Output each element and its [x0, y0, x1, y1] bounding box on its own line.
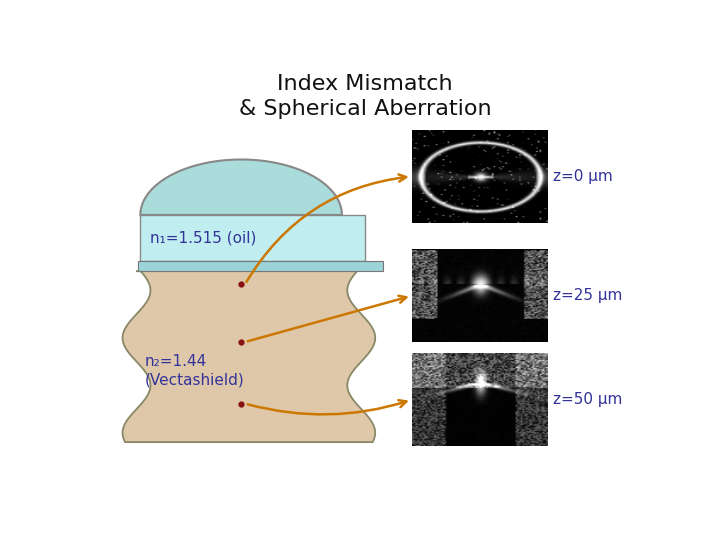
Bar: [140, 215, 365, 261]
Text: Index Mismatch
& Spherical Aberration: Index Mismatch & Spherical Aberration: [239, 74, 492, 119]
Text: n₁=1.515 (oil): n₁=1.515 (oil): [150, 231, 256, 246]
Polygon shape: [122, 271, 375, 442]
Bar: [138, 261, 383, 271]
Bar: [412, 249, 547, 342]
Text: z=0 μm: z=0 μm: [554, 169, 613, 184]
Bar: [412, 354, 547, 446]
Bar: [412, 130, 547, 222]
Polygon shape: [140, 159, 342, 215]
Text: z=25 μm: z=25 μm: [554, 288, 623, 303]
Text: z=50 μm: z=50 μm: [554, 392, 623, 407]
Text: n₂=1.44
(Vectashield): n₂=1.44 (Vectashield): [144, 354, 244, 387]
